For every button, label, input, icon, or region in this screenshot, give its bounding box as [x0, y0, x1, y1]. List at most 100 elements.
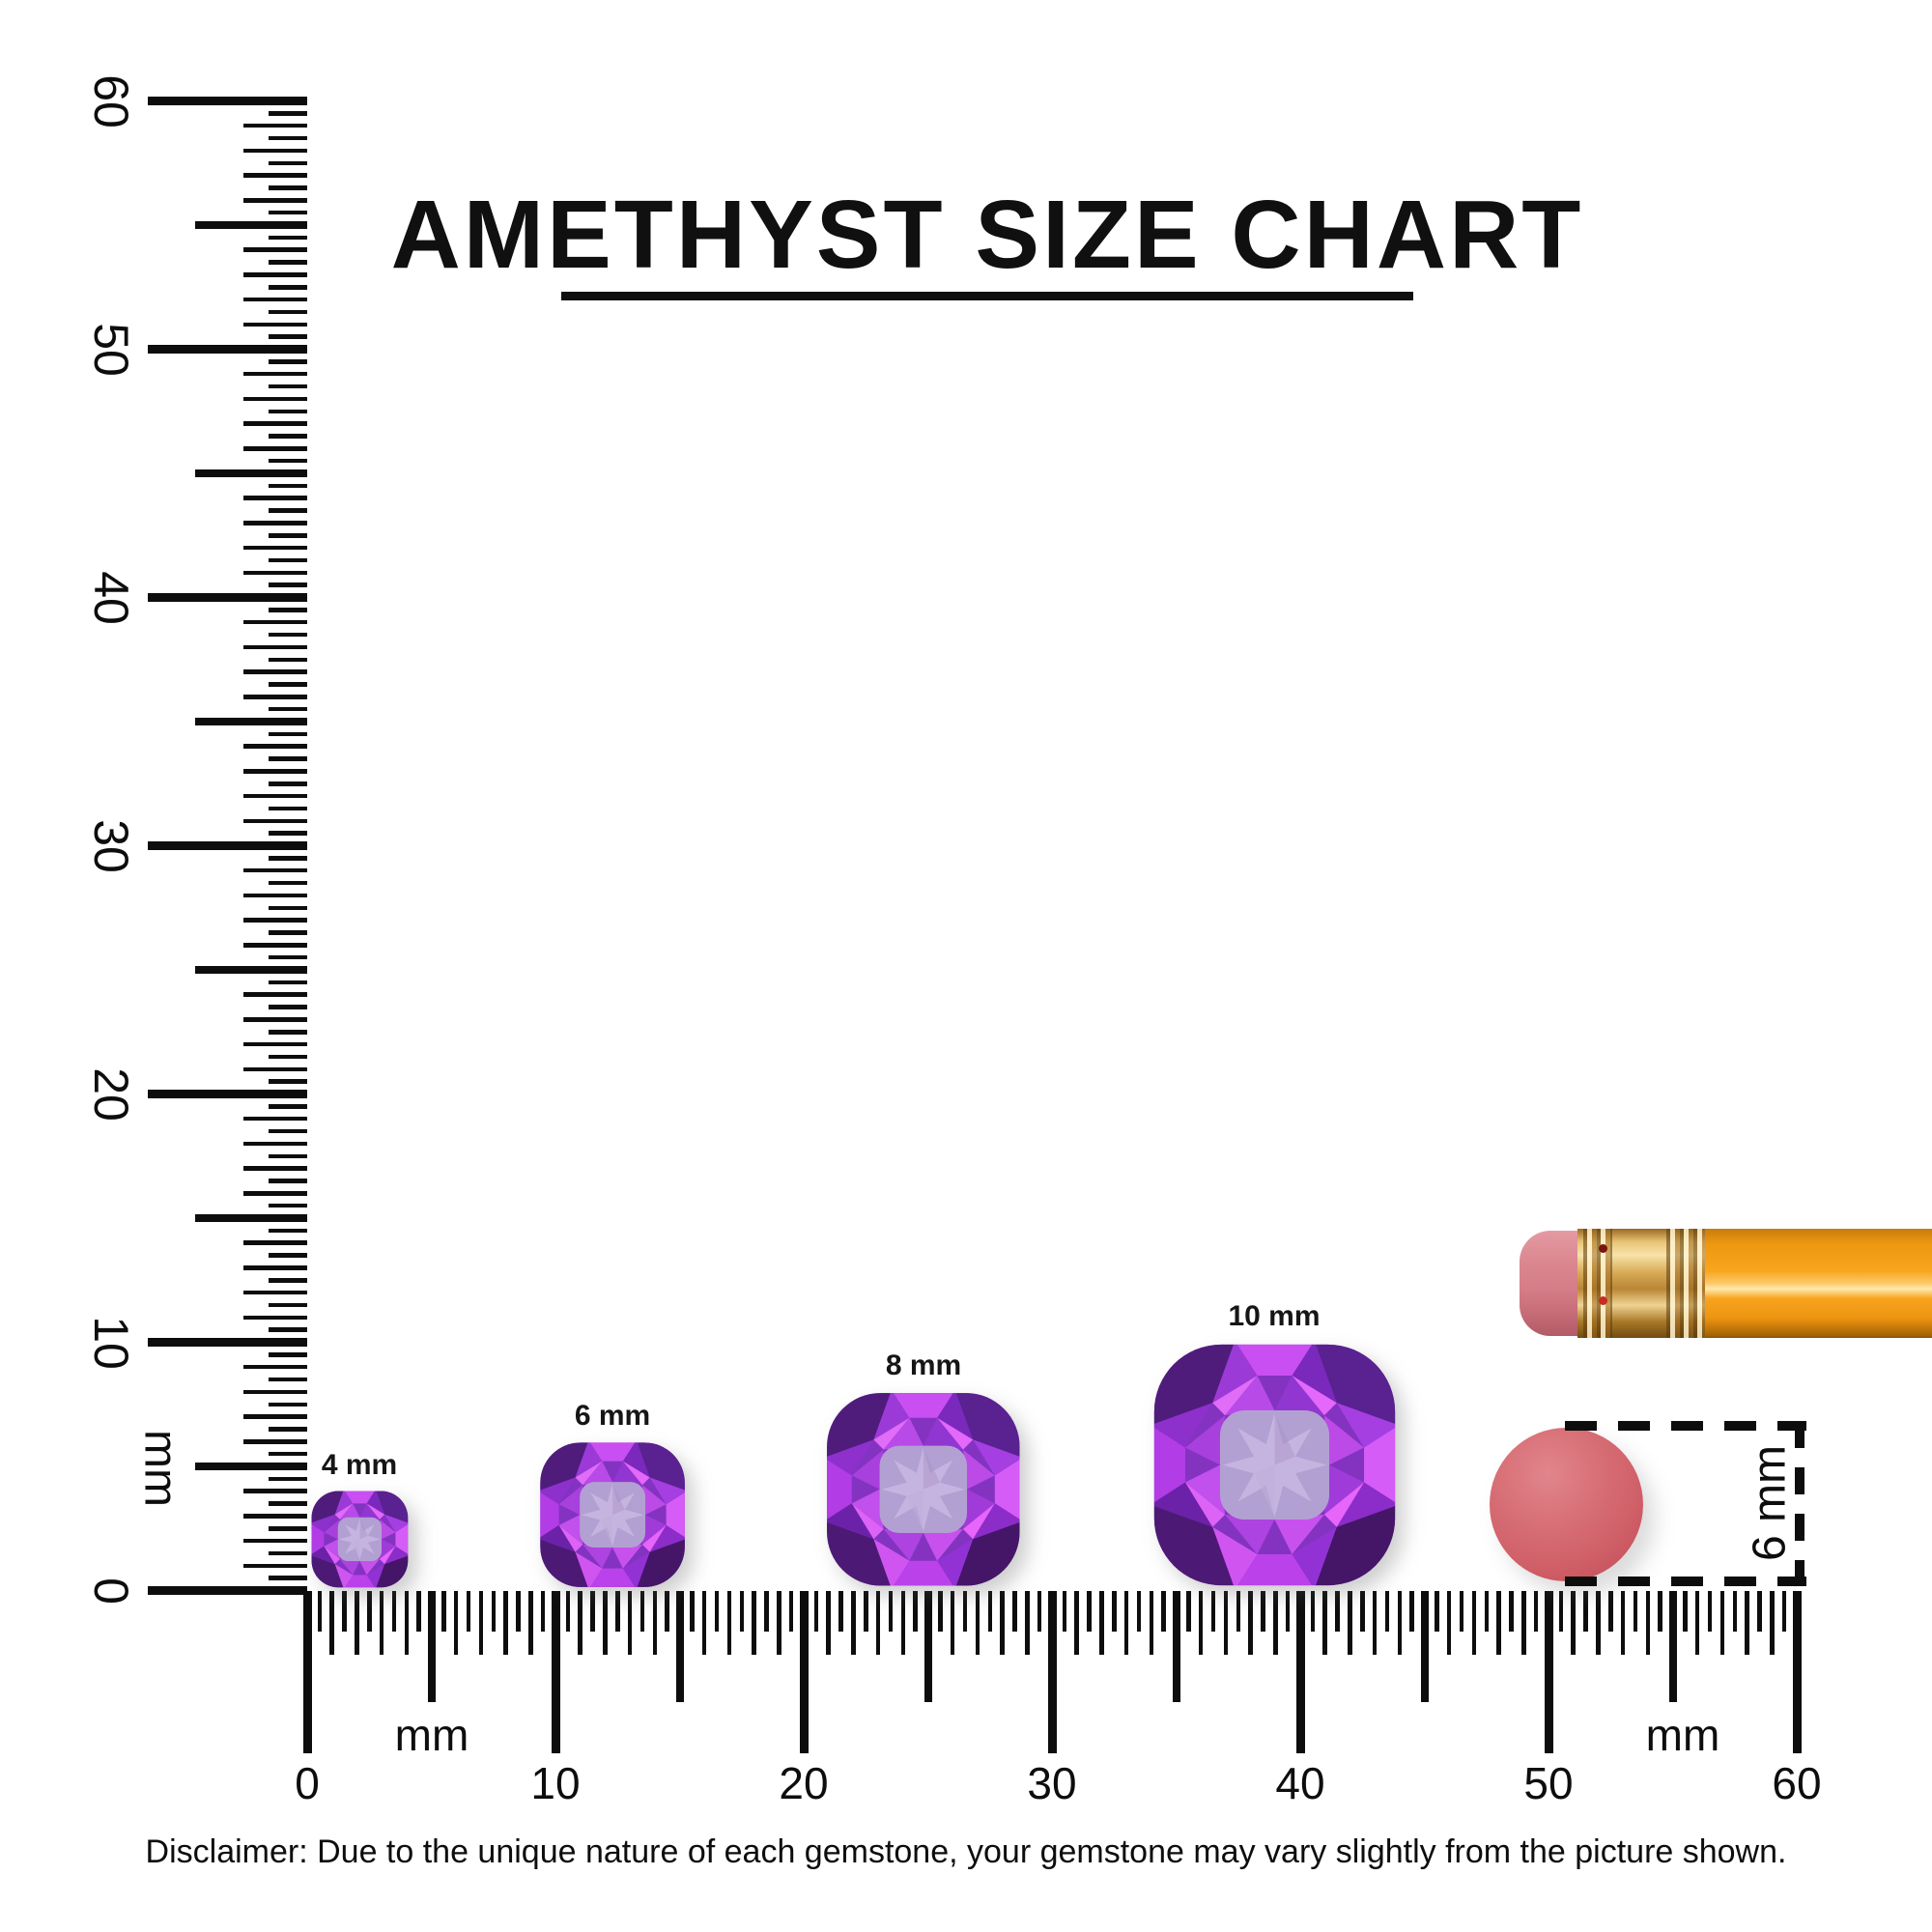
- horizontal-ruler-tick: [1533, 1590, 1539, 1632]
- vertical-ruler-tick: [243, 818, 307, 824]
- horizontal-ruler-tick: [1435, 1590, 1439, 1632]
- horizontal-ruler-tick: [1000, 1590, 1005, 1655]
- horizontal-ruler-tick: [1732, 1590, 1737, 1632]
- horizontal-ruler-tick: [1694, 1590, 1700, 1655]
- vertical-ruler-tick: [269, 1377, 307, 1382]
- eraser-measure-label: 6 mm: [1744, 1445, 1796, 1561]
- vertical-ruler-tick: [195, 966, 307, 974]
- horizontal-ruler-tick: [975, 1590, 980, 1655]
- horizontal-ruler-tick: [838, 1590, 843, 1632]
- vertical-ruler-tick: [243, 1116, 307, 1122]
- vertical-ruler-tick: [269, 1526, 307, 1531]
- vertical-ruler-tick: [269, 111, 307, 116]
- vertical-ruler-tick: [269, 1179, 307, 1183]
- vertical-ruler-tick: [269, 582, 307, 587]
- vertical-ruler-tick: [269, 954, 307, 960]
- horizontal-ruler-tick: [1360, 1590, 1365, 1632]
- horizontal-ruler-tick: [1198, 1590, 1204, 1655]
- vertical-ruler-tick: [269, 682, 307, 687]
- horizontal-ruler-number: 30: [1027, 1758, 1077, 1808]
- vertical-ruler-tick: [243, 943, 307, 948]
- vertical-ruler-tick: [195, 221, 307, 229]
- horizontal-ruler-tick: [1037, 1590, 1042, 1632]
- horizontal-ruler-tick: [777, 1590, 781, 1655]
- ferrule-crimp-dot: [1599, 1244, 1607, 1253]
- horizontal-ruler-tick: [627, 1590, 633, 1655]
- horizontal-ruler-tick: [1770, 1590, 1775, 1655]
- vertical-ruler-number: 50: [84, 322, 138, 377]
- vertical-ruler-number: 60: [84, 73, 138, 128]
- vertical-ruler-tick: [243, 496, 307, 500]
- horizontal-ruler-tick: [1047, 1590, 1057, 1753]
- vertical-ruler-tick: [269, 1550, 307, 1556]
- vertical-ruler-tick: [269, 1104, 307, 1109]
- vertical-ruler-tick: [269, 458, 307, 464]
- horizontal-ruler-unit-label: mm: [1645, 1710, 1720, 1760]
- vertical-ruler-tick: [243, 1041, 307, 1047]
- horizontal-ruler-tick: [1792, 1590, 1802, 1753]
- horizontal-ruler-tick: [1620, 1590, 1626, 1655]
- horizontal-ruler-tick: [1248, 1590, 1253, 1655]
- horizontal-ruler-tick: [1186, 1590, 1191, 1632]
- horizontal-ruler-tick: [826, 1590, 831, 1655]
- horizontal-ruler-tick: [1608, 1590, 1613, 1632]
- horizontal-ruler-tick: [1285, 1590, 1291, 1632]
- vertical-ruler-tick: [269, 533, 307, 538]
- vertical-ruler-tick: [243, 1489, 307, 1493]
- horizontal-ruler-tick: [1668, 1590, 1677, 1702]
- vertical-ruler-tick: [243, 1315, 307, 1321]
- vertical-ruler-tick: [243, 867, 307, 873]
- measure-dash-vertical: [1795, 1421, 1804, 1586]
- vertical-ruler-tick: [243, 1439, 307, 1444]
- horizontal-ruler-tick: [1683, 1590, 1688, 1632]
- horizontal-ruler-tick: [466, 1590, 471, 1632]
- horizontal-ruler-tick: [1123, 1590, 1129, 1655]
- horizontal-ruler-tick: [540, 1590, 546, 1632]
- vertical-ruler-tick: [243, 570, 307, 576]
- gem-size-label: 6 mm: [574, 1399, 651, 1432]
- horizontal-ruler-tick: [1397, 1590, 1403, 1655]
- pencil-body: [1705, 1229, 1932, 1338]
- vertical-ruler-tick: [269, 1576, 307, 1580]
- vertical-ruler-tick: [269, 930, 307, 935]
- horizontal-ruler-tick: [1446, 1590, 1452, 1655]
- horizontal-ruler-tick: [1236, 1590, 1240, 1632]
- vertical-ruler-tick: [243, 1066, 307, 1072]
- gem-size-label: 8 mm: [885, 1350, 962, 1382]
- ferrule-crimp-dot: [1599, 1296, 1607, 1305]
- vertical-ruler-tick: [195, 718, 307, 725]
- horizontal-ruler-tick: [453, 1590, 459, 1655]
- horizontal-ruler-tick: [962, 1590, 968, 1632]
- horizontal-ruler-tick: [690, 1590, 695, 1632]
- measure-dash-top: [1565, 1421, 1806, 1431]
- horizontal-ruler-tick: [528, 1590, 533, 1655]
- vertical-ruler-tick: [269, 1427, 307, 1432]
- horizontal-ruler-tick: [764, 1590, 769, 1632]
- horizontal-ruler-tick: [875, 1590, 881, 1655]
- horizontal-ruler-tick: [851, 1590, 856, 1655]
- vertical-ruler-tick: [243, 421, 307, 426]
- vertical-ruler-tick: [269, 1327, 307, 1332]
- vertical-ruler-tick: [269, 781, 307, 786]
- vertical-ruler-tick: [269, 185, 307, 190]
- vertical-ruler-tick: [243, 1017, 307, 1022]
- horizontal-ruler-tick: [1372, 1590, 1378, 1655]
- horizontal-ruler-tick: [1596, 1590, 1601, 1655]
- vertical-ruler-tick: [269, 260, 307, 265]
- horizontal-ruler-tick: [503, 1590, 508, 1655]
- horizontal-ruler-tick: [739, 1590, 744, 1632]
- horizontal-ruler-number: 20: [779, 1758, 829, 1808]
- horizontal-ruler-tick: [427, 1590, 436, 1702]
- vertical-ruler-unit-label: mm: [134, 1430, 186, 1507]
- vertical-ruler-number: 30: [84, 818, 138, 873]
- horizontal-ruler-tick: [1745, 1590, 1749, 1655]
- ferrule-ridges: [1583, 1229, 1612, 1338]
- horizontal-ruler-number: 50: [1523, 1758, 1574, 1808]
- horizontal-ruler-tick: [813, 1590, 819, 1632]
- vertical-ruler-tick: [269, 210, 307, 215]
- vertical-ruler-tick: [148, 97, 307, 105]
- gem-size-label: 10 mm: [1228, 1300, 1321, 1332]
- horizontal-ruler-tick: [1645, 1590, 1651, 1655]
- vertical-ruler-tick: [243, 1141, 307, 1147]
- horizontal-ruler-number: 40: [1275, 1758, 1325, 1808]
